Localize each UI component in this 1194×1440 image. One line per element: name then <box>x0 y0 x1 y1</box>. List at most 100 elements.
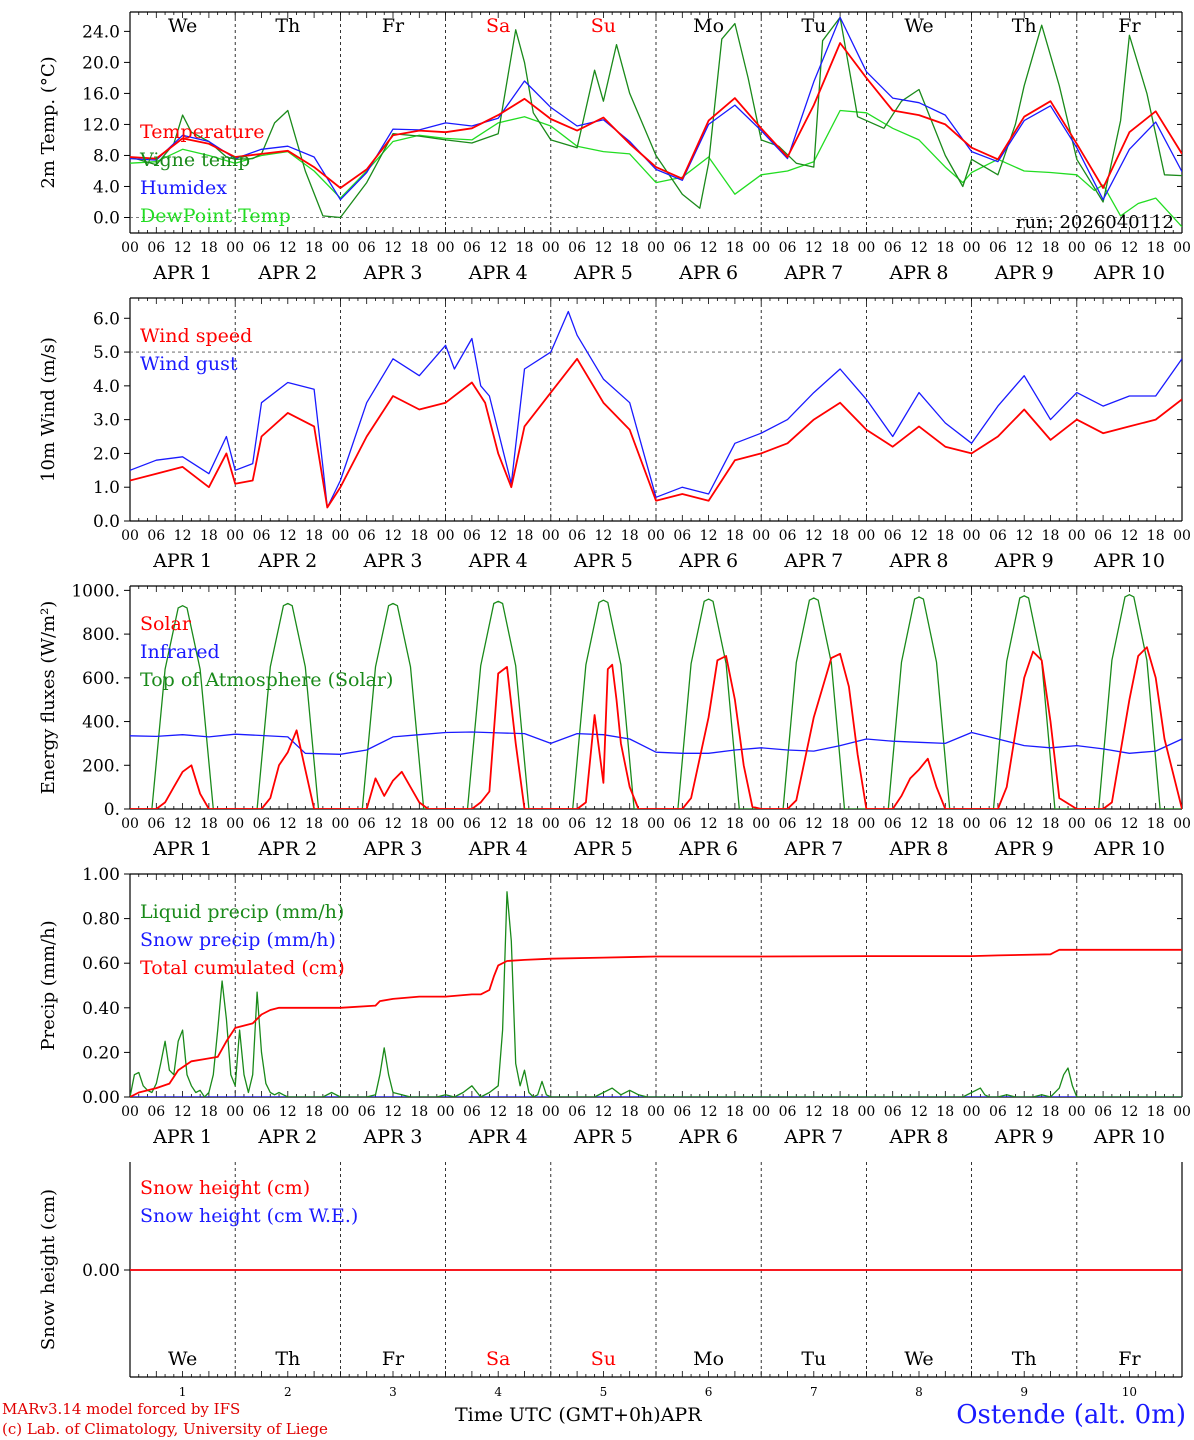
hour-label: 12 <box>910 528 928 544</box>
hour-label: 18 <box>516 240 534 256</box>
date-label: APR 5 <box>573 550 633 572</box>
time-axis-month: APR <box>660 1404 702 1426</box>
hour-label: 18 <box>200 1104 218 1120</box>
hour-label: 00 <box>647 528 665 544</box>
hour-label: 06 <box>1094 240 1112 256</box>
model-credit: MARv3.14 model forced by IFS <box>2 1400 241 1418</box>
date-number: 9 <box>1020 1385 1028 1399</box>
energy-ytick-label: 200. <box>82 756 120 776</box>
hour-label: 18 <box>410 528 428 544</box>
hour-label: 00 <box>226 528 244 544</box>
precip-ytick-label: 0.60 <box>82 954 120 974</box>
hour-label: 12 <box>279 240 297 256</box>
hour-label: 18 <box>936 816 954 832</box>
hour-label: 06 <box>1094 1104 1112 1120</box>
hour-label: 18 <box>726 528 744 544</box>
hour-label: 12 <box>1120 816 1138 832</box>
temp-ytick-label: 16.0 <box>82 84 120 104</box>
temp-ytick-label: 12.0 <box>82 115 120 135</box>
hour-label: 12 <box>489 240 507 256</box>
hour-label: 18 <box>1042 1104 1060 1120</box>
hour-label: 06 <box>673 816 691 832</box>
hour-label: 00 <box>857 1104 875 1120</box>
hour-label: 12 <box>805 240 823 256</box>
hour-label: 12 <box>910 240 928 256</box>
date-number: 5 <box>600 1385 608 1399</box>
date-label: APR 6 <box>678 262 738 284</box>
hour-label: 18 <box>1147 528 1165 544</box>
wind-ytick-label: 0.0 <box>93 512 120 532</box>
hour-label: 18 <box>410 1104 428 1120</box>
hour-label: 06 <box>779 1104 797 1120</box>
energy-panel: 0. 200. 400. 600. 800. 1000. Energy fluxes (W/… <box>38 581 1191 860</box>
hour-label: 00 <box>542 240 560 256</box>
hour-label: 06 <box>147 528 165 544</box>
hour-label: 18 <box>516 816 534 832</box>
hour-label: 00 <box>437 816 455 832</box>
top-of-atmosphere-solar-line <box>130 594 1182 809</box>
hour-label: 18 <box>200 240 218 256</box>
date-label: APR 3 <box>363 838 423 860</box>
hour-label: 12 <box>1015 1104 1033 1120</box>
time-axis-label: Time UTC (GMT+0h) <box>455 1404 661 1426</box>
precip-ytick-label: 1.00 <box>82 865 120 885</box>
date-label: APR 10 <box>1093 262 1165 284</box>
hour-label: 06 <box>358 528 376 544</box>
energy-ytick-label: 600. <box>82 669 120 689</box>
humidex-line <box>130 16 1182 201</box>
temp-ytick-label: 24.0 <box>82 22 120 42</box>
precip-panel: 0.00 0.20 0.40 0.60 0.80 1.00 Precip (mm/h) Liq… <box>38 865 1191 1148</box>
hour-label: 06 <box>989 1104 1007 1120</box>
hour-label: 06 <box>358 240 376 256</box>
dewpoint-temp-line <box>130 109 1182 228</box>
hour-label: 00 <box>857 240 875 256</box>
hour-label: 00 <box>647 1104 665 1120</box>
hour-label: 12 <box>910 1104 928 1120</box>
hour-label: 18 <box>1147 816 1165 832</box>
hour-label: 06 <box>673 528 691 544</box>
date-label: APR 10 <box>1093 550 1165 572</box>
temp-ytick-label: 20.0 <box>82 53 120 73</box>
hour-label: 06 <box>989 528 1007 544</box>
wind-ytick-label: 3.0 <box>93 411 120 431</box>
hour-label: 00 <box>542 528 560 544</box>
date-label: APR 4 <box>468 838 528 860</box>
date-label: APR 6 <box>678 1126 738 1148</box>
hour-label: 00 <box>121 816 139 832</box>
top-of-atmosphere-solar-legend: Top of Atmosphere (Solar) <box>140 669 393 691</box>
hour-label: 18 <box>1147 240 1165 256</box>
weekday-label: We <box>904 15 933 37</box>
date-label: APR 2 <box>257 550 317 572</box>
date-label: APR 9 <box>994 1126 1054 1148</box>
total-cumulated-cm-line <box>130 948 1182 1097</box>
dewpoint-temp-legend: DewPoint Temp <box>140 205 291 227</box>
date-label: APR 1 <box>152 550 212 572</box>
hour-label: 18 <box>410 240 428 256</box>
weekday-label: Th <box>275 1348 300 1370</box>
date-label: APR 10 <box>1093 1126 1165 1148</box>
hour-label: 18 <box>726 240 744 256</box>
hour-label: 12 <box>1015 528 1033 544</box>
wind-ytick-label: 4.0 <box>93 377 120 397</box>
hour-label: 00 <box>963 1104 981 1120</box>
hour-label: 00 <box>752 1104 770 1120</box>
hour-label: 12 <box>805 1104 823 1120</box>
hour-label: 06 <box>779 816 797 832</box>
hour-label: 06 <box>1094 528 1112 544</box>
vigne-temp-legend: Vigne temp <box>139 149 250 171</box>
hour-label: 06 <box>779 528 797 544</box>
snow-ytick-label: 0.00 <box>82 1261 120 1281</box>
hour-label: 18 <box>726 816 744 832</box>
precip-ytick-label: 0.80 <box>82 910 120 930</box>
hour-label: 00 <box>1068 528 1086 544</box>
wind-ytick-label: 1.0 <box>93 478 120 498</box>
date-number: 4 <box>494 1385 502 1399</box>
date-label: APR 8 <box>889 262 949 284</box>
date-number: 10 <box>1122 1385 1137 1399</box>
energy-y-title: Energy fluxes (W/m²) <box>38 601 59 795</box>
wind-gust-line <box>130 310 1182 509</box>
hour-label: 18 <box>516 1104 534 1120</box>
snow-precip-mm-h-legend: Snow precip (mm/h) <box>140 929 336 951</box>
weekday-label: Su <box>591 1348 616 1370</box>
